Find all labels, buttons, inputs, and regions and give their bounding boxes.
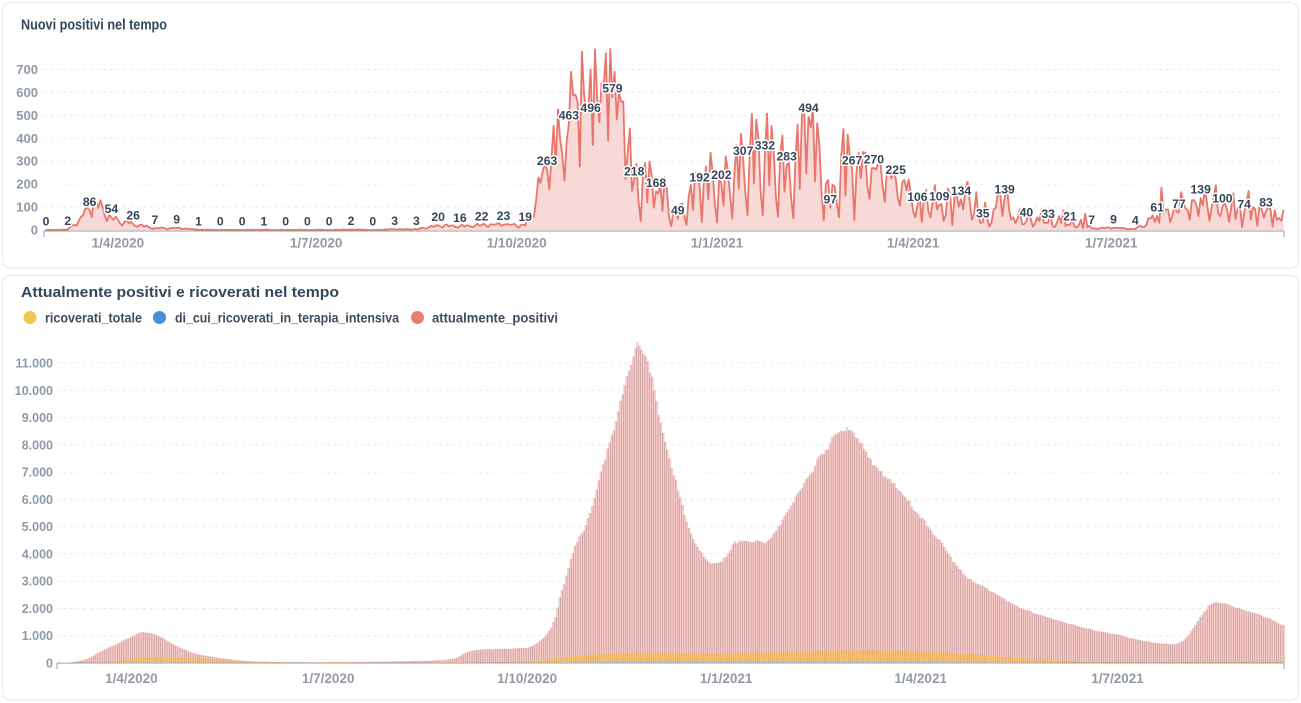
svg-text:8.000: 8.000 — [22, 438, 53, 452]
svg-text:di_cui_ricoverati_in_terapia_i: di_cui_ricoverati_in_terapia_intensiva — [175, 310, 399, 326]
svg-text:22: 22 — [475, 210, 489, 224]
svg-text:1.000: 1.000 — [22, 629, 53, 643]
svg-text:23: 23 — [497, 209, 511, 223]
svg-text:300: 300 — [16, 154, 38, 169]
svg-text:225: 225 — [886, 163, 907, 177]
svg-text:1: 1 — [261, 214, 268, 228]
svg-text:0: 0 — [217, 215, 224, 229]
svg-text:7: 7 — [1088, 213, 1095, 227]
svg-text:86: 86 — [83, 195, 97, 209]
svg-text:0: 0 — [282, 215, 289, 229]
svg-text:7: 7 — [152, 213, 159, 227]
svg-text:332: 332 — [755, 138, 776, 152]
svg-text:0: 0 — [326, 215, 333, 229]
svg-text:1/10/2020: 1/10/2020 — [487, 236, 547, 251]
svg-text:9: 9 — [1110, 212, 1117, 226]
svg-text:20: 20 — [431, 210, 445, 224]
svg-text:3: 3 — [391, 214, 398, 228]
svg-text:77: 77 — [1172, 197, 1186, 211]
svg-text:35: 35 — [976, 207, 990, 221]
svg-text:33: 33 — [1041, 207, 1055, 221]
svg-text:3: 3 — [413, 214, 420, 228]
svg-text:1/10/2020: 1/10/2020 — [497, 671, 557, 686]
svg-text:1/1/2021: 1/1/2021 — [700, 671, 753, 686]
svg-text:496: 496 — [580, 101, 601, 115]
svg-text:11.000: 11.000 — [15, 357, 53, 371]
svg-text:4: 4 — [1132, 214, 1139, 228]
svg-text:10.000: 10.000 — [15, 384, 53, 398]
svg-text:139: 139 — [1191, 183, 1212, 197]
svg-text:100: 100 — [1212, 192, 1233, 206]
svg-text:263: 263 — [537, 154, 558, 168]
svg-text:168: 168 — [646, 176, 667, 190]
svg-text:218: 218 — [624, 165, 645, 179]
svg-text:2.000: 2.000 — [22, 602, 53, 616]
svg-text:0: 0 — [369, 215, 376, 229]
svg-text:139: 139 — [994, 183, 1015, 197]
svg-text:494: 494 — [798, 101, 819, 115]
svg-text:1: 1 — [195, 214, 202, 228]
svg-text:4.000: 4.000 — [22, 547, 53, 561]
svg-text:9: 9 — [173, 212, 180, 226]
svg-text:21: 21 — [1063, 210, 1077, 224]
svg-text:0: 0 — [304, 215, 311, 229]
svg-text:109: 109 — [929, 190, 950, 204]
svg-text:7.000: 7.000 — [22, 466, 53, 480]
svg-text:ricoverati_totale: ricoverati_totale — [45, 310, 142, 326]
svg-text:0: 0 — [43, 215, 50, 229]
svg-text:16: 16 — [453, 211, 467, 225]
svg-text:579: 579 — [602, 82, 623, 96]
svg-text:0: 0 — [31, 223, 38, 238]
svg-text:5.000: 5.000 — [22, 520, 53, 534]
svg-text:49: 49 — [671, 203, 685, 217]
svg-text:270: 270 — [864, 153, 885, 167]
svg-text:97: 97 — [824, 192, 838, 206]
svg-text:2: 2 — [348, 214, 355, 228]
svg-text:200: 200 — [16, 177, 38, 192]
svg-text:700: 700 — [16, 62, 38, 77]
svg-text:600: 600 — [16, 85, 38, 100]
svg-text:1/7/2021: 1/7/2021 — [1085, 236, 1138, 251]
svg-text:3.000: 3.000 — [22, 575, 53, 589]
svg-text:1/1/2021: 1/1/2021 — [691, 236, 744, 251]
svg-text:283: 283 — [777, 150, 798, 164]
svg-text:500: 500 — [16, 108, 38, 123]
svg-text:26: 26 — [126, 209, 140, 223]
svg-text:1/4/2021: 1/4/2021 — [894, 671, 947, 686]
svg-text:1/4/2020: 1/4/2020 — [92, 236, 145, 251]
svg-text:307: 307 — [733, 144, 754, 158]
svg-text:2: 2 — [64, 214, 71, 228]
svg-text:83: 83 — [1259, 196, 1273, 210]
svg-text:0: 0 — [46, 657, 53, 671]
svg-text:106: 106 — [907, 190, 928, 204]
svg-text:19: 19 — [519, 210, 533, 224]
svg-text:Attualmente positivi e ricover: Attualmente positivi e ricoverati nel te… — [21, 284, 339, 301]
svg-text:1/4/2021: 1/4/2021 — [887, 236, 940, 251]
svg-text:400: 400 — [16, 131, 38, 146]
svg-text:134: 134 — [951, 184, 972, 198]
svg-text:202: 202 — [711, 168, 732, 182]
svg-text:attualmente_positivi: attualmente_positivi — [432, 310, 558, 326]
svg-text:40: 40 — [1020, 205, 1034, 219]
svg-text:1/4/2020: 1/4/2020 — [105, 671, 158, 686]
svg-text:54: 54 — [105, 202, 119, 216]
svg-text:74: 74 — [1237, 198, 1251, 212]
svg-text:1/7/2020: 1/7/2020 — [302, 671, 355, 686]
svg-text:Nuovi positivi nel tempo: Nuovi positivi nel tempo — [21, 17, 167, 34]
svg-text:463: 463 — [559, 108, 580, 122]
svg-text:61: 61 — [1150, 201, 1164, 215]
svg-text:192: 192 — [689, 171, 710, 185]
svg-text:267: 267 — [842, 153, 863, 167]
svg-text:1/7/2020: 1/7/2020 — [290, 236, 343, 251]
svg-text:9.000: 9.000 — [22, 411, 53, 425]
svg-text:0: 0 — [239, 215, 246, 229]
svg-text:100: 100 — [16, 200, 38, 215]
svg-text:6.000: 6.000 — [22, 493, 53, 507]
svg-text:1/7/2021: 1/7/2021 — [1091, 671, 1144, 686]
